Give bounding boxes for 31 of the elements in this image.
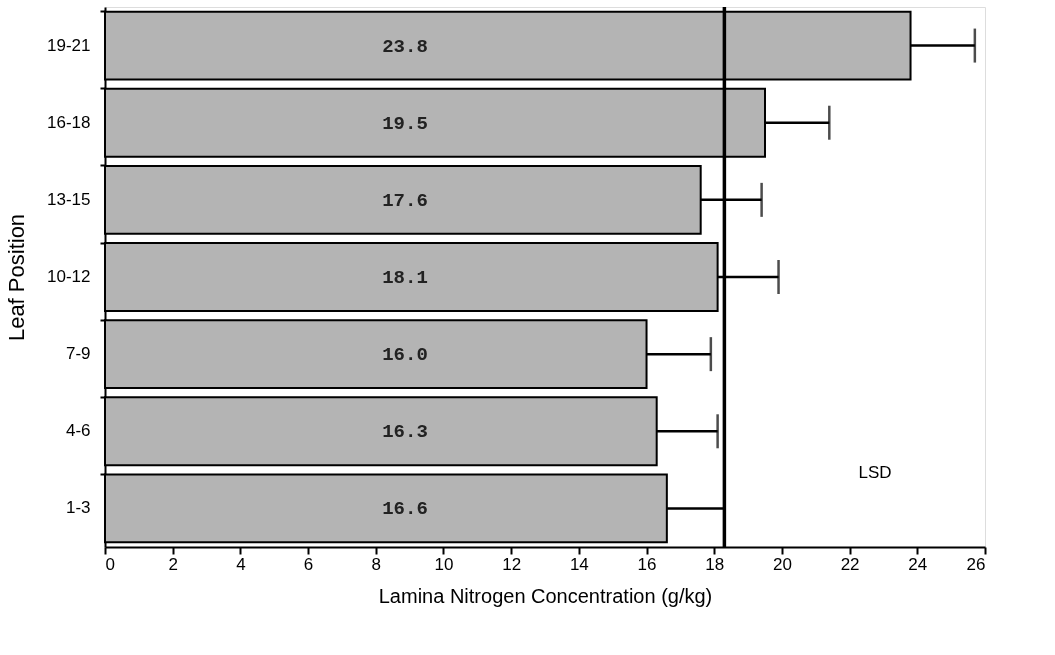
x-tick-label: 16 [637, 554, 657, 574]
x-tick-label: 14 [569, 554, 589, 574]
data-label: 17.6 [382, 189, 428, 212]
x-tick-label: 2 [168, 554, 178, 574]
x-tick-label: 18 [705, 554, 725, 574]
data-label: 16.0 [382, 344, 428, 367]
x-tick-label: 4 [236, 554, 246, 574]
x-tick-label: 24 [908, 554, 928, 574]
y-tick-label: 4-6 [65, 421, 91, 441]
data-label: 23.8 [382, 35, 428, 58]
x-tick-label: 8 [371, 554, 381, 574]
y-tick-label: 7-9 [65, 344, 91, 364]
y-tick-label: 1-3 [65, 498, 91, 518]
x-tick-label: 6 [303, 554, 314, 574]
annotation: LSD [858, 463, 892, 482]
data-label: 16.3 [382, 421, 428, 444]
y-axis-title: Leaf Position [4, 213, 30, 342]
x-tick-label: 22 [840, 554, 860, 574]
data-label: 18.1 [382, 267, 428, 289]
x-tick-label: 10 [434, 554, 454, 574]
y-tick-label: 16-18 [47, 112, 91, 132]
data-label: 19.5 [382, 112, 428, 135]
y-tick-label: 13-15 [47, 189, 91, 209]
y-tick-label: 19-21 [47, 35, 91, 55]
x-axis-title: Lamina Nitrogen Concentration (g/kg) [378, 584, 713, 607]
data-label: 16.6 [382, 498, 428, 521]
x-tick-label: 0 [105, 554, 115, 574]
x-tick-label: 12 [502, 554, 522, 574]
x-tick-label: 26 [966, 554, 986, 574]
y-tick-label: 10-12 [47, 267, 91, 286]
x-tick-label: 20 [772, 554, 792, 574]
